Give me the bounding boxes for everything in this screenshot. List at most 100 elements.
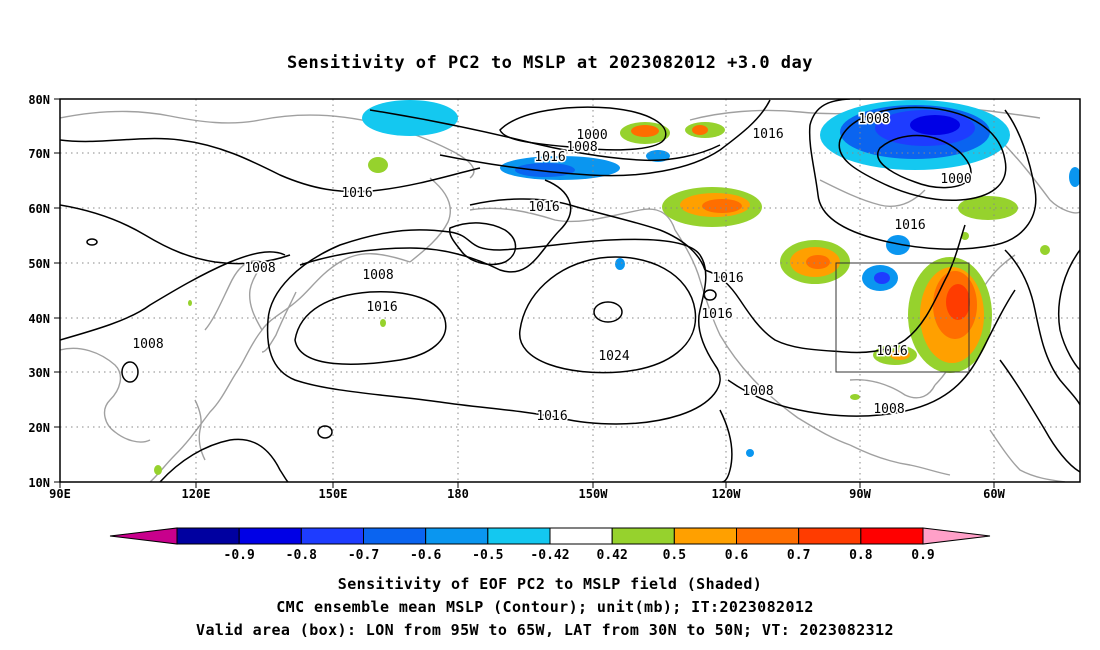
- contour-label: 1008: [132, 337, 163, 352]
- caption: Sensitivity of EOF PC2 to MSLP field (Sh…: [196, 575, 894, 639]
- coast-gulf: [849, 378, 936, 399]
- caption-line-2: CMC ensemble mean MSLP (Contour); unit(m…: [276, 598, 814, 616]
- colorbar-tick-label: -0.7: [348, 548, 379, 563]
- coast-japan: [261, 291, 297, 353]
- shade-pos-small-5: [850, 394, 860, 400]
- contour-1016-atl: [999, 359, 1080, 473]
- lon-label: 180: [447, 487, 469, 501]
- colorbar-swatch: [736, 527, 800, 545]
- contour-1008-aleutian: [299, 179, 572, 273]
- colorbar-swatch: [611, 527, 675, 545]
- colorbar-tick-label: 0.6: [725, 548, 749, 563]
- shade-neg-ontario: [886, 235, 910, 255]
- contour-1008-arctic: [369, 109, 721, 162]
- shade-pos-yukon-c: [702, 199, 742, 213]
- coast-asia-north: [60, 110, 475, 179]
- contour-1024-pacific-high: [593, 301, 623, 323]
- lon-label: 90E: [49, 487, 71, 501]
- lat-label: 40N: [28, 312, 50, 326]
- contour-1016-atl-2: [1057, 249, 1080, 371]
- shade-pos-siberia: [368, 157, 388, 173]
- contour-label: 1016: [341, 186, 372, 201]
- colorbar-swatch: [176, 527, 240, 545]
- shade-neg-pacific: [615, 258, 625, 270]
- coast-central-america: [849, 444, 951, 476]
- contour-label: 1024: [598, 349, 629, 364]
- lon-label: 120W: [712, 487, 742, 501]
- colorbar-tick-label: 0.7: [787, 548, 810, 563]
- contour-1000-canada: [877, 134, 972, 189]
- contour-1016-east: [1004, 249, 1080, 406]
- lat-label: 10N: [28, 476, 50, 490]
- coast-greenland: [999, 139, 1080, 214]
- contour-label: 1008: [873, 402, 904, 417]
- contour-small-1: [317, 425, 333, 439]
- contour-label: 1008: [566, 140, 597, 155]
- coast-kamchatka: [409, 177, 451, 263]
- lon-label: 90W: [849, 487, 871, 501]
- contour-1016-siberia: [60, 137, 481, 193]
- contour-small-2: [121, 361, 139, 383]
- contour-label: 1000: [940, 172, 971, 187]
- colorbar-ticks: -0.9 -0.8 -0.7 -0.6 -0.5 -0.42 0.42 0.5 0.6 0.7 0.…: [224, 548, 935, 563]
- lat-label: 70N: [28, 147, 50, 161]
- coast-alaska: [469, 207, 676, 231]
- colorbar-swatch: [300, 527, 365, 545]
- contour-1016-subtropical: [266, 229, 721, 425]
- lat-label: 20N: [28, 421, 50, 435]
- contour-1016-west-pac: [294, 291, 447, 365]
- colorbar-max-arrow: [922, 527, 991, 545]
- colorbar-swatch: [363, 527, 427, 545]
- contour-label: 1008: [742, 384, 773, 399]
- contour-1016-na: [704, 224, 966, 354]
- shade-pos-plains-c: [806, 255, 830, 269]
- shade-neg-canada-core: [910, 115, 960, 135]
- figure-title: Sensitivity of PC2 to MSLP at 2023082012…: [287, 53, 813, 73]
- lat-label: 60N: [28, 202, 50, 216]
- coast-philippines: [194, 399, 206, 461]
- contour-small-3: [703, 289, 717, 301]
- contour-label: 1016: [534, 150, 565, 165]
- lat-label: 30N: [28, 366, 50, 380]
- shade-neg-east: [1069, 167, 1080, 187]
- caption-line-3: Valid area (box): LON from 95W to 65W, L…: [196, 621, 894, 639]
- shade-pos-east-core: [946, 284, 970, 320]
- contour-1008-asia: [60, 251, 286, 341]
- shade-neg-gulf: [746, 449, 754, 457]
- colorbar-tick-label: -0.5: [472, 548, 503, 563]
- shade-pos-small-2: [380, 319, 386, 327]
- grid-lines: [60, 99, 1080, 482]
- contour-1008-canada: [838, 106, 1007, 202]
- colorbar-min-arrow: [109, 527, 178, 545]
- contour-1008-south: [719, 409, 733, 482]
- map-panel: 1000 1008 1016 1016 1016 1008 1000 1016 …: [28, 93, 1081, 501]
- contour-label: 1016: [701, 307, 732, 322]
- contour-label: 1008: [858, 112, 889, 127]
- contour-label: 1016: [894, 218, 925, 233]
- contour-label: 1008: [244, 261, 275, 276]
- colorbar-swatch: [549, 527, 613, 545]
- colorbar-swatch: [860, 527, 924, 545]
- colorbar-swatch: [487, 527, 551, 545]
- lon-labels: 90E 120E 150E 180 150W 120W 90W 60W: [49, 487, 1005, 501]
- colorbar: [109, 527, 991, 545]
- map-frame: [59, 98, 1081, 483]
- lon-label: 150W: [579, 487, 609, 501]
- shade-pos-arctic-1b: [631, 125, 659, 137]
- contour-1008-aleutian-2: [448, 222, 517, 266]
- coast-south-america: [989, 429, 1066, 482]
- colorbar-swatch: [798, 527, 862, 545]
- coast-hudson: [819, 179, 926, 207]
- lon-label: 60W: [983, 487, 1005, 501]
- colorbar-tick-label: -0.6: [410, 548, 441, 563]
- contour-1024: [519, 256, 697, 374]
- shade-pos-gulf-b: [890, 350, 910, 360]
- contour-1008-na: [727, 289, 1016, 417]
- coast-sea-asia: [60, 347, 151, 443]
- contour-label: 1016: [876, 344, 907, 359]
- colorbar-tick-label: -0.42: [530, 548, 569, 563]
- shade-pos-small-1: [188, 300, 192, 306]
- valid-area-box: [835, 262, 970, 373]
- shade-neg-box-core: [874, 272, 890, 284]
